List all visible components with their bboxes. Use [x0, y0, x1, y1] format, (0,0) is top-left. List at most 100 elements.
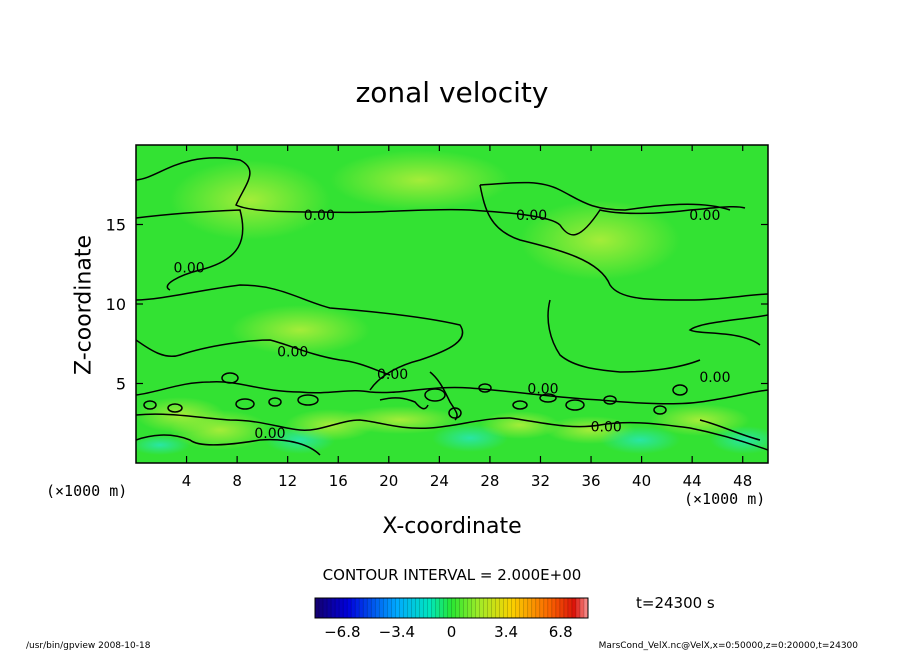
field-shade	[230, 305, 370, 355]
contour-label: 0.00	[699, 370, 730, 386]
x-axis: 4 8 12 16 20 24 28 32 36 40 44 48	[182, 145, 752, 490]
colorbar-bin	[435, 598, 440, 618]
colorbar-bin	[391, 598, 396, 618]
colorbar-bin	[415, 598, 420, 618]
colorbar-bin	[451, 598, 456, 618]
contour-loop	[539, 393, 557, 403]
field-shade	[710, 426, 768, 454]
colorbar-bin	[571, 598, 577, 618]
colorbar-bin	[455, 598, 460, 618]
contour-interval-text: CONTOUR INTERVAL = 2.000E+00	[322, 566, 582, 584]
colorbar-bin	[347, 598, 352, 618]
contour-line	[136, 339, 391, 376]
field-shade	[520, 200, 680, 280]
colorbar-bin	[379, 598, 384, 618]
colorbar-bin	[515, 598, 521, 618]
x-tick-label: 4	[182, 472, 192, 490]
colorbar-bin	[359, 598, 364, 618]
colorbar-bin	[395, 598, 400, 618]
x-tick-label: 32	[531, 472, 550, 490]
colorbar-bin	[335, 598, 340, 618]
contour-loop	[167, 403, 183, 413]
colorbar-bin	[443, 598, 448, 618]
time-label: t=24300 s	[636, 594, 715, 612]
x-tick-label: 36	[581, 472, 600, 490]
colorbar-bin	[363, 598, 368, 618]
colorbar-bin	[447, 598, 452, 618]
contour-label: 0.00	[174, 260, 205, 276]
colorbar-bin	[511, 598, 517, 618]
contour-loop	[143, 400, 157, 410]
colorbar-bin	[479, 598, 485, 618]
x-tick-label: 48	[733, 472, 752, 490]
colorbar-bin	[535, 598, 541, 618]
colorbar-bin	[351, 598, 356, 618]
colorbar-tick-label: −6.8	[324, 623, 360, 641]
contour-loop	[424, 388, 446, 402]
x-tick-label: 44	[683, 472, 702, 490]
contour-line	[136, 157, 746, 236]
x-tick-label: 28	[480, 472, 499, 490]
colorbar-bin	[315, 598, 320, 618]
contour-line	[136, 434, 321, 456]
footer-left: /usr/bin/gpview 2008-10-18	[26, 641, 151, 651]
colorbar-bin	[427, 598, 432, 618]
colorbar-bin	[343, 598, 348, 618]
y-tick-label: 5	[116, 375, 126, 394]
colorbar-bin	[583, 598, 589, 618]
contour-loop	[603, 395, 617, 405]
colorbar-bin	[539, 598, 545, 618]
velocity-field	[136, 145, 768, 463]
colorbar-bin	[439, 598, 444, 618]
colorbar-bin	[547, 598, 553, 618]
colorbar-bin	[503, 598, 509, 618]
colorbar-bin	[323, 598, 328, 618]
x-tick-label: 8	[232, 472, 242, 490]
field-shade	[600, 426, 680, 454]
colorbar-tick-label: 0	[447, 623, 457, 641]
colorbar-bin	[499, 598, 505, 618]
x-tick-label: 24	[430, 472, 449, 490]
colorbar-bin	[555, 598, 561, 618]
colorbar-bin	[339, 598, 344, 618]
colorbar-bin	[527, 598, 533, 618]
colorbar-bin	[423, 598, 428, 618]
colorbar-bin	[471, 598, 476, 618]
colorbar-bin	[355, 598, 360, 618]
contour-label: 0.00	[377, 367, 408, 383]
colorbar-bin	[327, 598, 332, 618]
colorbar-bin	[519, 598, 525, 618]
colorbar-bin	[375, 598, 380, 618]
field-shade	[340, 406, 460, 434]
contour-loop	[448, 407, 462, 419]
contour-line	[688, 314, 768, 346]
contour-label: 0.00	[304, 208, 335, 224]
field-shade	[170, 410, 270, 450]
colorbar-bin	[475, 598, 481, 618]
field-shade	[170, 160, 330, 240]
y-tick-label: 15	[106, 216, 126, 235]
contour-loop	[512, 400, 528, 410]
colorbar-bin	[467, 598, 472, 618]
colorbar-bin	[431, 598, 436, 618]
colorbar-bin	[403, 598, 408, 618]
colorbar-bin	[331, 598, 336, 618]
chart-title: zonal velocity	[355, 76, 549, 109]
colorbar-bin	[419, 598, 424, 618]
colorbar-tick-label: 3.4	[494, 623, 518, 641]
field-shade	[330, 150, 510, 210]
contour-loop	[653, 405, 667, 415]
colorbar-bin	[559, 598, 565, 618]
colorbar-bin	[483, 598, 489, 618]
colorbar-bin	[387, 598, 392, 618]
y-axis: 5 10 15	[106, 216, 768, 394]
colorbar-bin	[383, 598, 388, 618]
contour-loop	[672, 384, 688, 396]
colorbar-bin	[459, 598, 464, 618]
colorbar-frame	[314, 597, 589, 619]
contour-line	[429, 371, 458, 421]
footer-right: MarsCond_VelX.nc@VelX,x=0:50000,z=0:2000…	[598, 641, 858, 651]
contour-line	[136, 284, 464, 391]
colorbar-bin	[411, 598, 416, 618]
